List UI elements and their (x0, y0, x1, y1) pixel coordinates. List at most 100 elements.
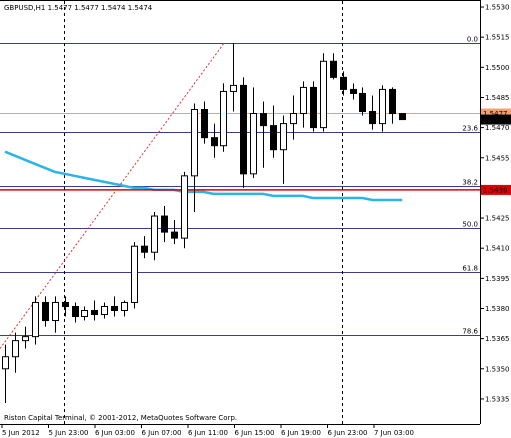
bullish-candle-body (280, 123, 287, 151)
red-price-tag: 1.5439 (481, 184, 511, 195)
trend-line[interactable] (0, 42, 225, 349)
price-tick-label: 1.5425 (485, 215, 510, 223)
candlestick-series (2, 43, 406, 403)
candle (340, 71, 347, 96)
candle (191, 103, 198, 213)
candle (350, 83, 357, 100)
price-tick-label: 1.5335 (485, 395, 510, 403)
bullish-candle-body (81, 310, 88, 318)
moving-average-layer (4, 150, 403, 202)
candle (141, 236, 148, 259)
bearish-candle-body (369, 111, 376, 125)
current-price-tag: 1.5474 (481, 114, 511, 125)
bearish-candle-body (359, 92, 366, 113)
candle (111, 296, 118, 317)
bullish-candle-body (22, 336, 29, 342)
bullish-candle-body (300, 86, 307, 115)
fib-level-label: 0.0 (467, 36, 478, 44)
orange-price-tag: 1.5477 (481, 108, 511, 119)
bearish-candle-body (62, 301, 69, 307)
bearish-candle-body (171, 231, 178, 239)
price-tick-label: 1.5395 (485, 275, 510, 283)
candle (121, 300, 128, 317)
price-tick-label: 1.5365 (485, 335, 510, 343)
candle (201, 101, 208, 144)
candle (399, 113, 406, 121)
bullish-candle-body (52, 301, 59, 322)
time-tick-label: 6 Jun 11:00 (188, 429, 228, 437)
orange-price-tag-bg (481, 108, 511, 119)
fib-level-label: 23.6 (462, 125, 478, 133)
candle (270, 105, 277, 158)
bullish-candle-body (2, 356, 9, 370)
red-price-tag-text: 1.5439 (483, 186, 508, 194)
bearish-candle-body (141, 245, 148, 253)
bearish-candle-body (399, 113, 406, 121)
bearish-candle-body (111, 305, 118, 311)
candle (330, 53, 337, 80)
candle (81, 306, 88, 321)
bullish-candle-body (191, 109, 198, 177)
price-tick-label: 1.5350 (485, 365, 510, 373)
candle (320, 53, 327, 132)
candle (62, 296, 69, 317)
fib-level-label: 50.0 (462, 221, 478, 229)
candle (52, 296, 59, 333)
candle (211, 123, 218, 158)
candle (280, 115, 287, 184)
orange-price-tag-text: 1.5477 (483, 110, 508, 118)
candle (32, 296, 39, 345)
bearish-candle-body (389, 88, 396, 115)
candle (230, 43, 237, 112)
current-price-tag-text: 1.5474 (483, 116, 508, 124)
bullish-candle-body (379, 88, 386, 125)
bullish-candle-body (121, 301, 128, 312)
time-tick-label: 5 Jun 2012 (2, 429, 40, 437)
candle (220, 83, 227, 152)
bearish-candle-body (330, 60, 337, 78)
price-tick-label: 1.5530 (485, 4, 510, 12)
bearish-candle-body (42, 301, 49, 322)
time-tick-label: 6 Jun 03:00 (95, 429, 135, 437)
bearish-candle-body (72, 305, 79, 318)
time-tick-label: 6 Jun 19:00 (281, 429, 321, 437)
fibonacci-labels: 0.0 23.6 38.2 50.0 61.8 78.6 (462, 36, 478, 336)
current-price-tag-bg (481, 114, 511, 125)
candle (22, 326, 29, 349)
bullish-candle-body (12, 340, 19, 358)
candle (250, 87, 257, 178)
candle (42, 296, 49, 327)
bullish-candle-body (220, 90, 227, 147)
price-tick-label: 1.5380 (485, 305, 510, 313)
time-tick-label: 6 Jun 07:00 (142, 429, 182, 437)
candle (2, 344, 9, 403)
candle (151, 212, 158, 261)
bullish-candle-body (181, 175, 188, 239)
bearish-candle-body (260, 113, 267, 127)
candle (171, 220, 178, 245)
bullish-candle-body (32, 301, 39, 338)
candle (91, 300, 98, 321)
time-axis: 5 Jun 2012 5 Jun 23:00 6 Jun 03:00 6 Jun 07… (1, 424, 414, 437)
bearish-candle-body (201, 109, 208, 139)
bearish-candle-body (240, 84, 247, 175)
period-separators (64, 1, 343, 424)
bullish-candle-body (151, 215, 158, 253)
bearish-candle-body (310, 86, 317, 129)
time-tick-label: 6 Jun 23:00 (328, 429, 368, 437)
bullish-candle-body (101, 305, 108, 316)
chart-header: GBPUSD,H1 1.5477 1.5477 1.5474 1.5474 (4, 4, 153, 12)
fib-level-label: 61.8 (462, 265, 478, 273)
price-tick-label: 1.5500 (485, 64, 510, 72)
candle (290, 95, 297, 140)
bullish-candle-body (250, 113, 257, 175)
bullish-candle-body (290, 113, 297, 125)
bearish-candle-body (211, 137, 218, 147)
bearish-candle-body (350, 88, 357, 94)
time-tick-label: 5 Jun 23:00 (49, 429, 89, 437)
candle (260, 101, 267, 168)
candle (300, 81, 307, 128)
red-price-tag-bg (481, 184, 511, 195)
